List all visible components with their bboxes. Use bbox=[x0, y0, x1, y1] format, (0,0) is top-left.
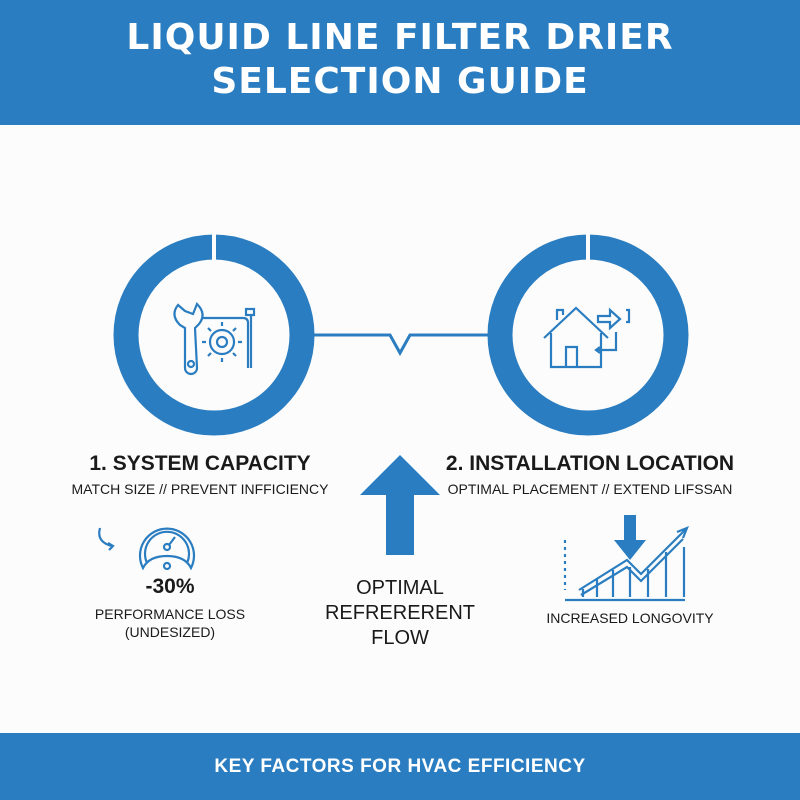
down-arrow-icon bbox=[614, 515, 646, 560]
wrench-gear-icon bbox=[173, 302, 256, 376]
gauge-icon bbox=[98, 527, 196, 571]
house-arrow-icon bbox=[543, 306, 631, 369]
up-arrow-icon bbox=[360, 455, 440, 555]
header-banner: LIQUID LINE FILTER DRIER SELECTION GUIDE bbox=[0, 0, 800, 125]
footer-banner: KEY FACTORS FOR HVAC EFFICIENCY bbox=[0, 733, 800, 800]
step-2-stat-label: INCREASED LONGOVITY bbox=[546, 610, 714, 626]
title-line-2: SELECTION GUIDE bbox=[211, 61, 589, 102]
step-2-title: 2. INSTALLATION LOCATION bbox=[445, 452, 735, 475]
step-1-stat-label-1: PERFORMANCE LOSS bbox=[94, 606, 246, 622]
step-2-subtitle: OPTIMAL PLACEMENT // EXTEND LIFSSAN bbox=[447, 481, 733, 497]
center-label: OPTIMAL REFRERERENT FLOW bbox=[300, 576, 500, 651]
rising-chart-icon bbox=[563, 526, 689, 602]
location-ring bbox=[487, 234, 689, 436]
title-line-1: LIQUID LINE FILTER DRIER bbox=[126, 17, 674, 58]
center-label-3: FLOW bbox=[371, 627, 429, 649]
footer-text: KEY FACTORS FOR HVAC EFFICIENCY bbox=[214, 756, 586, 777]
step-1-stat-label-2: (UNDESIZED) bbox=[124, 624, 216, 640]
step-1-title: 1. SYSTEM CAPACITY bbox=[89, 452, 311, 475]
capacity-ring bbox=[113, 234, 315, 436]
connector-line bbox=[313, 333, 488, 357]
center-label-2: REFRERERENT bbox=[324, 602, 475, 624]
step-1-stat: -30% bbox=[145, 575, 195, 598]
step-1-subtitle: MATCH SIZE // PREVENT INFFICIENCY bbox=[71, 481, 329, 497]
center-label-1: OPTIMAL bbox=[356, 577, 444, 599]
